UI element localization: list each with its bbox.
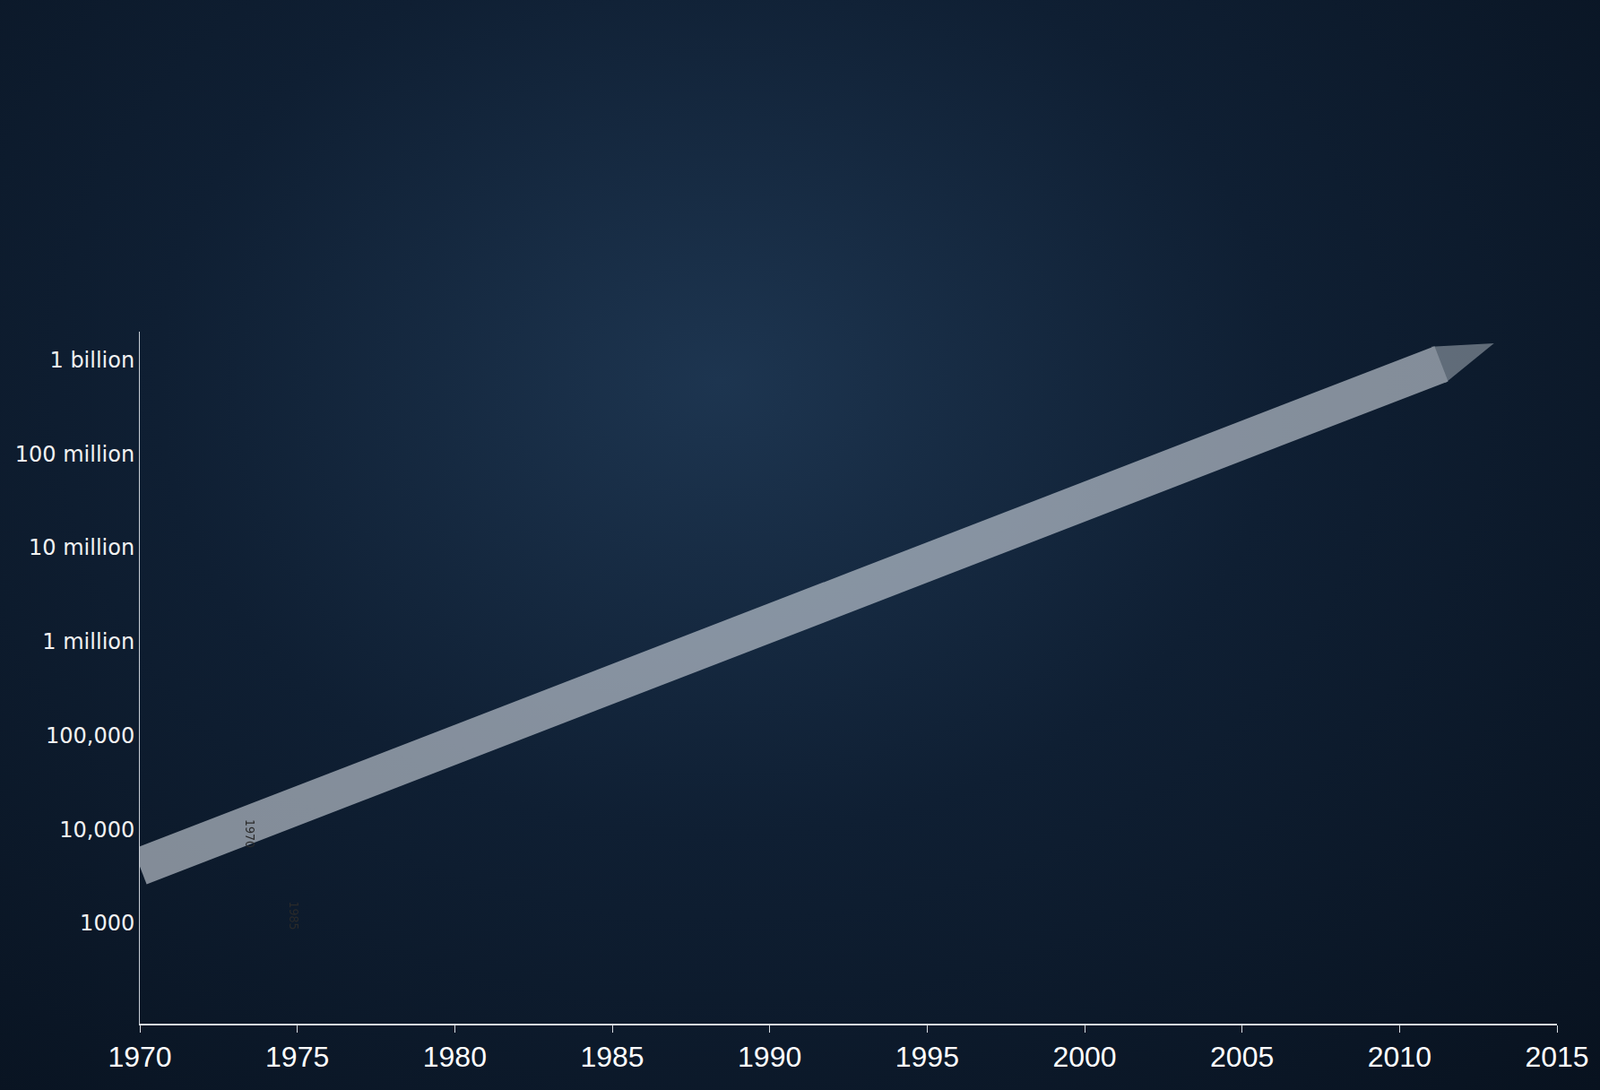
svg-text:1970: 1970 — [242, 819, 258, 848]
svg-text:2005: 2005 — [1210, 1040, 1274, 1073]
svg-text:1985: 1985 — [286, 900, 302, 930]
svg-text:2015: 2015 — [1524, 1040, 1589, 1073]
svg-text:1990: 1990 — [737, 1040, 802, 1073]
svg-text:2010: 2010 — [1367, 1040, 1432, 1073]
svg-text:100,000: 100,000 — [45, 723, 135, 749]
svg-text:1975: 1975 — [265, 1040, 329, 1073]
svg-text:10 million: 10 million — [28, 535, 135, 561]
svg-text:1980: 1980 — [423, 1040, 487, 1073]
svg-text:1 billion: 1 billion — [49, 347, 135, 373]
svg-text:1995: 1995 — [895, 1040, 960, 1073]
svg-text:1000: 1000 — [79, 910, 135, 936]
svg-text:1985: 1985 — [579, 1040, 644, 1073]
svg-text:1970: 1970 — [107, 1040, 172, 1073]
svg-text:2000: 2000 — [1052, 1040, 1116, 1073]
svg-text:100 million: 100 million — [15, 441, 135, 468]
svg-text:10,000: 10,000 — [59, 817, 135, 843]
svg-text:1 million: 1 million — [42, 629, 135, 655]
